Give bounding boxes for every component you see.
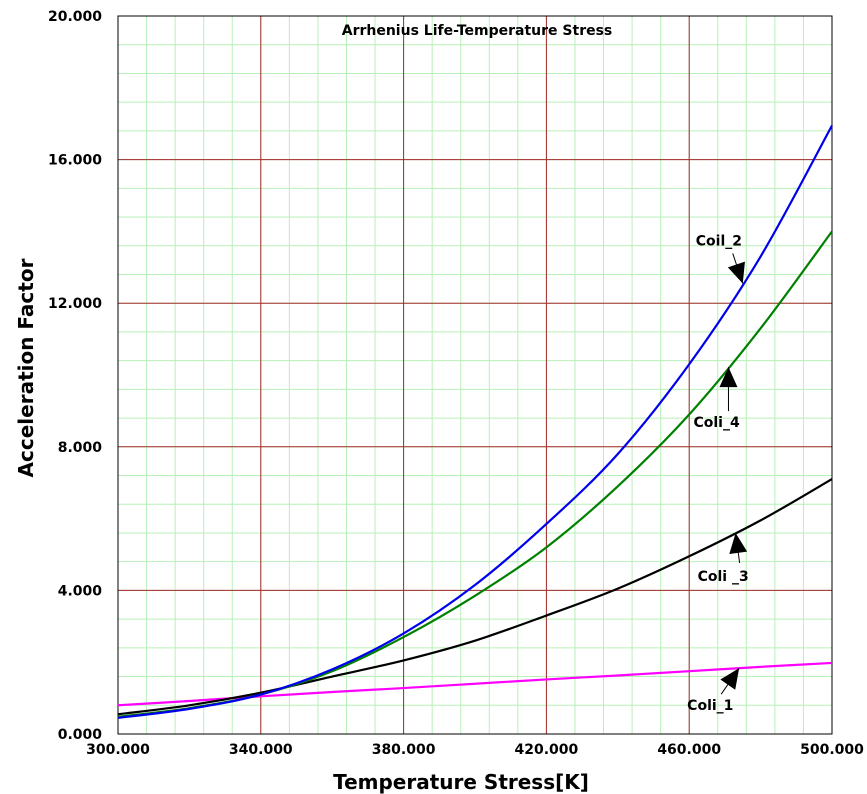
x-tick-label: 340.000 — [229, 742, 293, 758]
x-tick-labels: 300.000 340.000 380.000 420.000 460.000 500.0… — [86, 742, 864, 758]
annotation-layer: Coil_2 Coli_4 Coli _3 Coli_1 — [687, 233, 749, 714]
annotation-arrowhead — [729, 532, 748, 554]
x-tick-label: 380.000 — [372, 742, 436, 758]
y-axis-label: Acceleration Factor — [14, 258, 38, 477]
annotation-label: Coli _3 — [698, 569, 749, 585]
annotation-label: Coil_2 — [696, 233, 742, 249]
x-tick-label: 500.000 — [800, 742, 864, 758]
plot-frame — [117, 15, 833, 735]
minor-grid — [117, 15, 833, 735]
y-tick-label: 0.000 — [58, 727, 103, 743]
annotation-arrowhead — [719, 367, 738, 388]
chart-title: Arrhenius Life-Temperature Stress — [342, 23, 613, 39]
series-line-coli-3 — [117, 478, 833, 716]
annotation-label: Coli_4 — [693, 415, 739, 431]
annotation-label: Coli_1 — [687, 698, 733, 714]
y-tick-label: 12.000 — [48, 296, 102, 312]
series-layer — [117, 124, 833, 719]
x-tick-label: 300.000 — [86, 742, 150, 758]
annotation-coli-4: Coli_4 — [693, 367, 740, 431]
annotation-arrowhead — [727, 261, 745, 284]
series-line-coli-4 — [117, 230, 833, 718]
y-tick-label: 20.000 — [48, 9, 102, 25]
annotation-coil-2: Coil_2 — [696, 233, 745, 284]
y-tick-label: 16.000 — [48, 153, 102, 169]
y-tick-label: 4.000 — [58, 583, 103, 599]
x-tick-label: 420.000 — [515, 742, 579, 758]
major-grid — [117, 15, 833, 735]
annotation-coli-3: Coli _3 — [698, 532, 749, 585]
annotation-coli-1: Coli_1 — [687, 667, 740, 714]
annotation-arrowhead — [720, 668, 740, 690]
y-tick-label: 8.000 — [58, 440, 103, 456]
x-axis-label: Temperature Stress[K] — [333, 770, 589, 794]
y-tick-labels: 0.000 4.000 8.000 12.000 16.000 20.000 — [48, 9, 102, 743]
series-line-coil-2 — [117, 124, 833, 719]
x-tick-label: 460.000 — [657, 742, 721, 758]
